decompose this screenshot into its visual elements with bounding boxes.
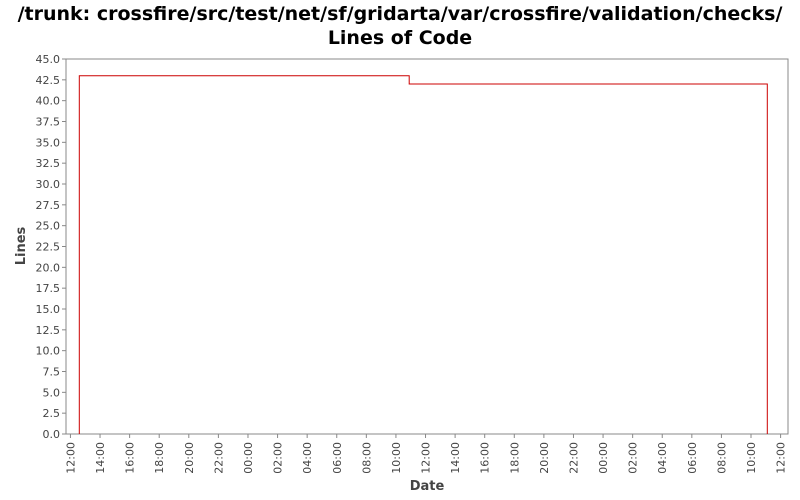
y-tick-label: 40.0 (36, 95, 61, 108)
x-tick-label: 22:00 (212, 442, 225, 474)
x-tick-label: 06:00 (331, 442, 344, 474)
y-tick-label: 32.5 (36, 157, 61, 170)
x-axis: 12:00 14:00 16:00 18:00 20:00 22:00 00:00 02:00… (64, 434, 788, 474)
x-tick-label: 22:00 (567, 442, 580, 474)
y-tick-label: 2.5 (43, 407, 61, 420)
x-tick-label: 12:00 (420, 442, 433, 474)
x-tick-label: 04:00 (301, 442, 314, 474)
x-tick-label: 08:00 (360, 442, 373, 474)
x-tick-label: 06:00 (686, 442, 699, 474)
x-tick-label: 10:00 (745, 442, 758, 474)
y-tick-label: 42.5 (36, 74, 61, 87)
y-tick-label: 22.5 (36, 241, 61, 254)
x-tick-label: 18:00 (508, 442, 521, 474)
x-tick-label: 12:00 (64, 442, 77, 474)
x-tick-label: 02:00 (272, 442, 285, 474)
y-tick-label: 45.0 (36, 53, 61, 66)
x-tick-label: 20:00 (538, 442, 551, 474)
y-tick-label: 0.0 (43, 428, 61, 441)
y-axis-label: Lines (14, 226, 29, 265)
y-axis: 0.0 2.5 5.0 7.5 10.0 12.5 15.0 17.5 20.0 22.5 25.0… (36, 53, 66, 441)
x-tick-label: 14:00 (449, 442, 462, 474)
y-tick-label: 12.5 (36, 324, 61, 337)
x-tick-label: 00:00 (597, 442, 610, 474)
y-tick-label: 35.0 (36, 136, 61, 149)
y-tick-label: 15.0 (36, 303, 61, 316)
x-tick-label: 18:00 (153, 442, 166, 474)
x-tick-label: 10:00 (390, 442, 403, 474)
x-tick-label: 12:00 (775, 442, 788, 474)
x-tick-label: 04:00 (656, 442, 669, 474)
series-group (78, 75, 768, 434)
y-tick-label: 30.0 (36, 178, 61, 191)
x-tick-label: 00:00 (242, 442, 255, 474)
x-tick-label: 20:00 (183, 442, 196, 474)
x-tick-label: 08:00 (715, 442, 728, 474)
plot-area (65, 58, 789, 435)
y-tick-label: 20.0 (36, 261, 61, 274)
series-line (78, 75, 768, 434)
y-tick-label: 5.0 (43, 386, 61, 399)
y-tick-label: 10.0 (36, 345, 61, 358)
chart-title: /trunk: crossfire/src/test/net/sf/gridar… (17, 3, 783, 25)
x-tick-label: 16:00 (479, 442, 492, 474)
x-tick-label: 16:00 (124, 442, 137, 474)
y-tick-label: 17.5 (36, 282, 61, 295)
y-tick-label: 7.5 (43, 366, 61, 379)
x-tick-label: 02:00 (627, 442, 640, 474)
y-tick-label: 27.5 (36, 199, 61, 212)
y-tick-label: 37.5 (36, 116, 61, 129)
y-tick-label: 25.0 (36, 220, 61, 233)
chart-subtitle: Lines of Code (327, 27, 473, 49)
x-axis-label: Date (410, 479, 445, 494)
x-tick-label: 14:00 (94, 442, 107, 474)
